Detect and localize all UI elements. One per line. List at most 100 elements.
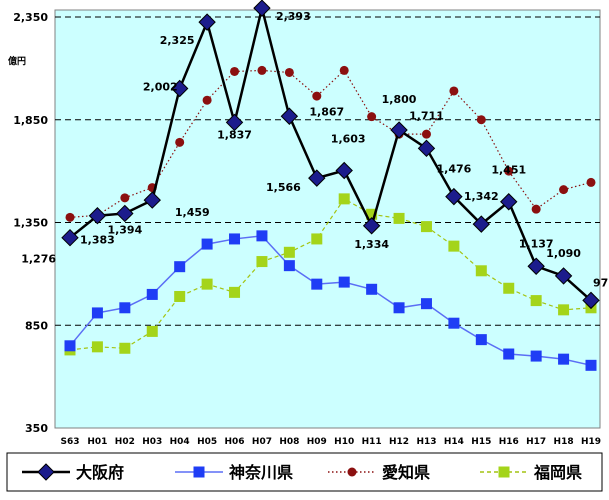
x-tick-label: H11 bbox=[362, 437, 382, 447]
data-point bbox=[201, 238, 213, 250]
data-label: 1,394 bbox=[107, 223, 142, 236]
x-tick-label: H07 bbox=[252, 437, 272, 447]
data-label: 1,451 bbox=[491, 164, 526, 177]
data-point bbox=[527, 257, 545, 275]
data-point bbox=[366, 283, 378, 295]
data-point bbox=[230, 66, 240, 76]
data-point bbox=[472, 215, 491, 233]
data-label: 1,476 bbox=[436, 163, 471, 176]
data-label: 1,459 bbox=[175, 206, 210, 219]
data-point bbox=[65, 212, 75, 222]
legend-item-1: 神奈川県 bbox=[175, 463, 293, 482]
data-point bbox=[143, 191, 161, 209]
data-label: 1,137 bbox=[519, 237, 554, 250]
data-point bbox=[445, 187, 463, 206]
x-tick-label: H08 bbox=[279, 437, 299, 447]
x-tick-label: S63 bbox=[60, 437, 79, 447]
data-point bbox=[116, 204, 134, 223]
x-axis: S63 H01 H02 H03 H04 H05 H06 H07 H08 H09 H10 H11 H12 H… bbox=[60, 437, 601, 447]
data-point bbox=[448, 240, 460, 252]
x-tick-label: H02 bbox=[115, 437, 135, 447]
data-point bbox=[530, 295, 542, 307]
data-point bbox=[449, 86, 459, 96]
data-point bbox=[311, 233, 323, 245]
data-point bbox=[61, 228, 79, 247]
data-label: 1,566 bbox=[266, 181, 301, 194]
data-point bbox=[362, 217, 381, 235]
data-point bbox=[201, 278, 213, 290]
data-point bbox=[308, 169, 326, 187]
data-point bbox=[88, 207, 107, 225]
legend-item-2: 愛知県 bbox=[328, 463, 430, 482]
data-label: 2,325 bbox=[160, 34, 195, 47]
y-unit-label: 億円 bbox=[8, 55, 26, 67]
data-point bbox=[393, 302, 405, 314]
data-point bbox=[338, 193, 350, 205]
x-tick-label: H14 bbox=[444, 437, 464, 447]
data-point bbox=[311, 278, 323, 290]
data-point bbox=[417, 139, 436, 158]
data-point bbox=[498, 466, 510, 478]
data-point bbox=[146, 325, 158, 337]
data-point bbox=[393, 212, 405, 224]
data-point bbox=[198, 13, 216, 31]
data-point bbox=[504, 166, 514, 176]
data-point bbox=[193, 466, 205, 478]
data-point bbox=[367, 112, 377, 122]
legend-label: 大阪府 bbox=[76, 463, 124, 482]
data-point bbox=[146, 288, 158, 300]
data-label: 1,383 bbox=[80, 234, 115, 247]
data-label: 1,090 bbox=[546, 247, 581, 260]
x-tick-label: H16 bbox=[499, 437, 519, 447]
data-point bbox=[335, 161, 353, 180]
legend: 大阪府 神奈川県 愛知県 福岡県 bbox=[22, 463, 582, 482]
data-point bbox=[476, 115, 486, 125]
y-tick-label: 2,350 bbox=[13, 11, 48, 24]
data-point bbox=[283, 246, 295, 258]
data-point bbox=[284, 67, 294, 77]
data-point bbox=[421, 129, 431, 139]
data-point bbox=[448, 317, 460, 329]
legend-label: 福岡県 bbox=[533, 463, 582, 482]
data-label: 1,867 bbox=[309, 105, 344, 118]
data-point bbox=[390, 121, 408, 139]
data-point bbox=[586, 177, 596, 187]
data-point bbox=[420, 298, 432, 310]
x-tick-label: H18 bbox=[554, 437, 574, 447]
series-1 bbox=[64, 230, 597, 371]
data-point bbox=[585, 359, 597, 371]
series-0 bbox=[61, 0, 600, 310]
y-tick-label: 350 bbox=[25, 422, 48, 435]
data-point bbox=[257, 65, 267, 75]
data-point bbox=[256, 256, 268, 268]
data-point bbox=[91, 341, 103, 353]
x-tick-label: H15 bbox=[471, 437, 491, 447]
data-point bbox=[175, 137, 185, 147]
data-label: 1,603 bbox=[331, 133, 366, 146]
grid-lines bbox=[55, 16, 600, 326]
data-label: 1,800 bbox=[382, 93, 417, 106]
data-point bbox=[225, 113, 244, 132]
y-tick-label: 1,850 bbox=[13, 114, 48, 127]
data-label: 2,002 bbox=[143, 81, 178, 94]
data-point bbox=[475, 265, 487, 277]
x-tick-label: H05 bbox=[197, 437, 217, 447]
data-point bbox=[229, 233, 241, 245]
data-point bbox=[119, 302, 131, 314]
x-tick-label: H19 bbox=[581, 437, 601, 447]
data-label: 1,711 bbox=[409, 109, 444, 122]
data-label: 2,393 bbox=[276, 10, 311, 23]
data-point bbox=[347, 467, 357, 477]
data-point bbox=[312, 91, 322, 101]
data-label: 1,276 bbox=[21, 253, 56, 266]
x-tick-label: H10 bbox=[334, 437, 354, 447]
data-point bbox=[530, 350, 542, 362]
data-label: 1,837 bbox=[217, 128, 252, 141]
data-label: 1,334 bbox=[354, 238, 389, 251]
data-point bbox=[558, 304, 570, 316]
data-point bbox=[339, 65, 349, 75]
data-point bbox=[37, 463, 55, 481]
data-point bbox=[64, 340, 76, 352]
data-point bbox=[119, 342, 131, 354]
